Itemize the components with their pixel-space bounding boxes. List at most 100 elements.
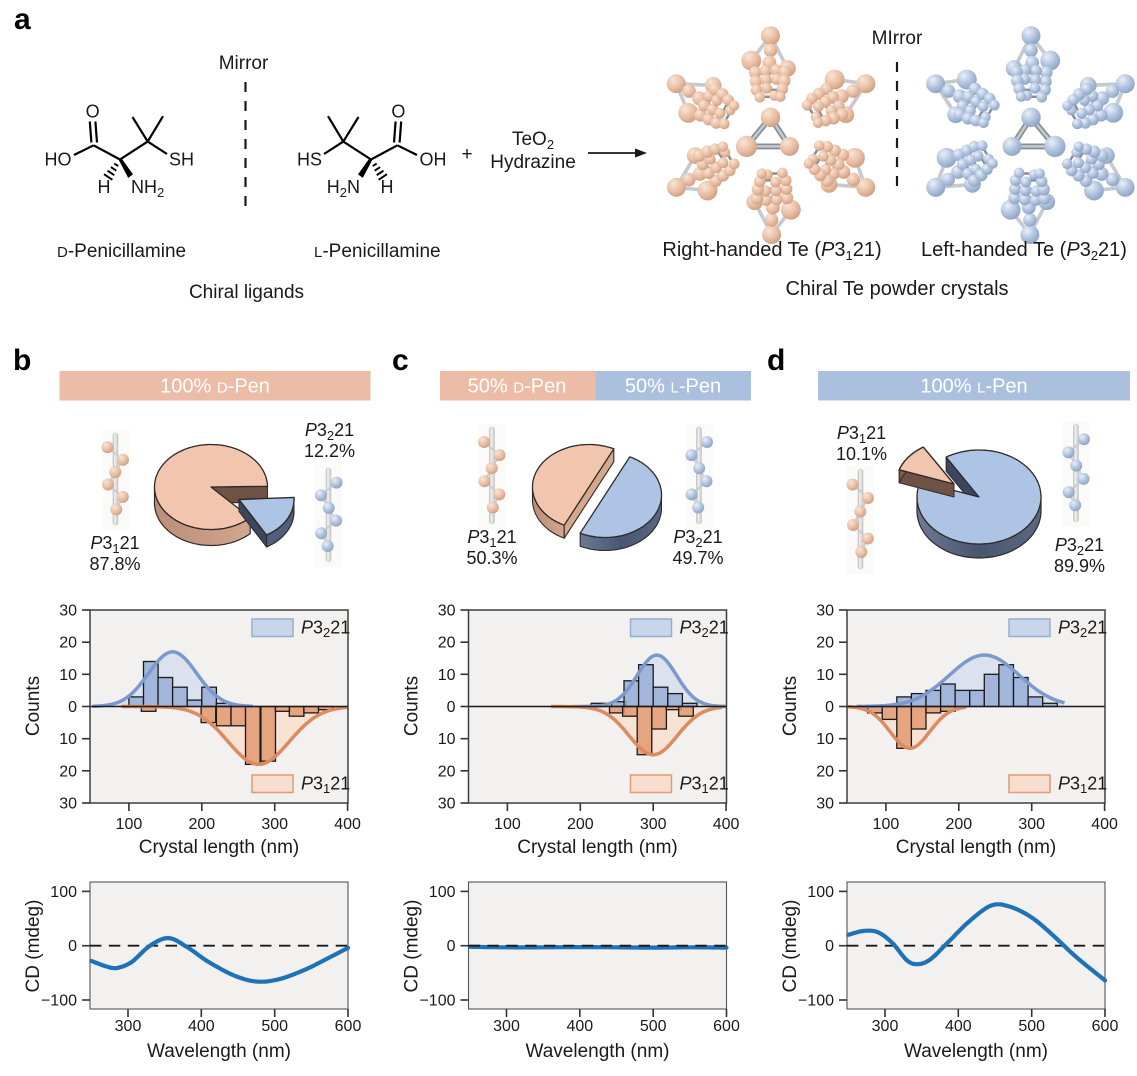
- svg-text:−100: −100: [41, 993, 77, 1010]
- svg-text:50% D-Pen: 50% D-Pen: [468, 376, 567, 398]
- svg-text:P3221: P3221: [680, 618, 729, 641]
- svg-text:400: 400: [566, 1018, 593, 1035]
- svg-text:+: +: [461, 144, 472, 165]
- svg-text:0: 0: [825, 699, 834, 716]
- svg-text:Wavelength (nm): Wavelength (nm): [904, 1041, 1048, 1062]
- svg-text:87.8%: 87.8%: [89, 554, 140, 574]
- svg-text:400: 400: [188, 1018, 215, 1035]
- svg-text:30: 30: [438, 603, 456, 620]
- svg-text:10: 10: [438, 731, 456, 748]
- svg-text:Counts: Counts: [23, 676, 44, 736]
- svg-text:0: 0: [68, 699, 77, 716]
- svg-text:0: 0: [825, 938, 834, 955]
- svg-text:a: a: [14, 3, 31, 36]
- svg-text:49.7%: 49.7%: [672, 548, 723, 568]
- svg-text:400: 400: [334, 816, 361, 833]
- svg-text:100% D-Pen: 100% D-Pen: [160, 376, 270, 398]
- svg-text:20: 20: [438, 763, 456, 780]
- svg-text:HS: HS: [297, 150, 322, 170]
- svg-text:300: 300: [872, 1018, 899, 1035]
- svg-text:Wavelength (nm): Wavelength (nm): [147, 1041, 291, 1062]
- svg-text:500: 500: [261, 1018, 288, 1035]
- svg-text:200: 200: [188, 816, 215, 833]
- svg-text:D-Penicillamine: D-Penicillamine: [57, 241, 186, 262]
- svg-text:500: 500: [1018, 1018, 1045, 1035]
- svg-text:Wavelength (nm): Wavelength (nm): [526, 1041, 670, 1062]
- svg-text:600: 600: [713, 1018, 740, 1035]
- svg-text:P3221: P3221: [1058, 618, 1107, 641]
- svg-text:10: 10: [438, 667, 456, 684]
- svg-text:100: 100: [116, 816, 143, 833]
- svg-text:200: 200: [945, 816, 972, 833]
- svg-text:NH2: NH2: [131, 177, 164, 200]
- svg-text:20: 20: [59, 635, 77, 652]
- svg-text:P3121: P3121: [301, 774, 350, 797]
- svg-text:Counts: Counts: [402, 676, 423, 736]
- svg-text:300: 300: [115, 1018, 142, 1035]
- svg-text:30: 30: [438, 796, 456, 813]
- svg-text:30: 30: [59, 796, 77, 813]
- svg-text:300: 300: [261, 816, 288, 833]
- svg-text:Mirror: Mirror: [219, 53, 269, 74]
- svg-text:300: 300: [640, 816, 667, 833]
- svg-text:10: 10: [59, 731, 77, 748]
- svg-text:100: 100: [807, 884, 834, 901]
- svg-text:H2N: H2N: [327, 177, 360, 200]
- svg-text:20: 20: [438, 635, 456, 652]
- svg-text:100: 100: [873, 816, 900, 833]
- svg-text:P3121: P3121: [467, 527, 516, 550]
- svg-text:10: 10: [816, 667, 834, 684]
- svg-text:SH: SH: [169, 150, 194, 170]
- svg-text:Left-handed Te (P3221): Left-handed Te (P3221): [921, 239, 1127, 263]
- svg-text:P3221: P3221: [305, 420, 354, 443]
- svg-text:L-Penicillamine: L-Penicillamine: [314, 241, 441, 262]
- svg-text:500: 500: [640, 1018, 667, 1035]
- svg-text:300: 300: [1018, 816, 1045, 833]
- svg-text:400: 400: [713, 816, 740, 833]
- svg-text:CD (mdeg): CD (mdeg): [780, 900, 801, 993]
- svg-text:0: 0: [447, 938, 456, 955]
- svg-text:400: 400: [945, 1018, 972, 1035]
- svg-text:Chiral Te powder crystals: Chiral Te powder crystals: [785, 278, 1008, 300]
- svg-text:Crystal length (nm): Crystal length (nm): [517, 837, 678, 858]
- svg-text:200: 200: [567, 816, 594, 833]
- svg-text:300: 300: [493, 1018, 520, 1035]
- svg-text:600: 600: [335, 1018, 362, 1035]
- svg-text:100% L-Pen: 100% L-Pen: [920, 376, 1027, 398]
- svg-text:P3221: P3221: [301, 618, 350, 641]
- svg-text:20: 20: [816, 763, 834, 780]
- svg-text:600: 600: [1092, 1018, 1119, 1035]
- svg-text:400: 400: [1091, 816, 1118, 833]
- svg-text:Chiral ligands: Chiral ligands: [189, 282, 304, 303]
- svg-text:Crystal length (nm): Crystal length (nm): [139, 837, 300, 858]
- svg-text:c: c: [392, 344, 409, 377]
- svg-text:10: 10: [59, 667, 77, 684]
- svg-text:P3121: P3121: [837, 423, 886, 446]
- svg-text:89.9%: 89.9%: [1054, 556, 1105, 576]
- svg-text:d: d: [767, 344, 785, 377]
- svg-text:Hydrazine: Hydrazine: [490, 152, 576, 173]
- svg-text:0: 0: [447, 699, 456, 716]
- svg-text:OH: OH: [420, 150, 447, 170]
- svg-text:H: H: [98, 177, 111, 197]
- svg-text:30: 30: [816, 603, 834, 620]
- svg-text:P3221: P3221: [1055, 535, 1104, 558]
- svg-text:30: 30: [59, 603, 77, 620]
- svg-text:100: 100: [494, 816, 521, 833]
- svg-text:O: O: [86, 102, 100, 122]
- svg-text:Right-handed Te (P3121): Right-handed Te (P3121): [662, 239, 881, 263]
- svg-text:MIrror: MIrror: [872, 28, 923, 49]
- svg-text:50.3%: 50.3%: [466, 548, 517, 568]
- svg-text:P3121: P3121: [680, 774, 729, 797]
- svg-text:P3121: P3121: [1058, 774, 1107, 797]
- svg-text:CD (mdeg): CD (mdeg): [402, 900, 423, 993]
- svg-text:P3221: P3221: [673, 527, 722, 550]
- svg-text:100: 100: [50, 884, 77, 901]
- svg-text:20: 20: [816, 635, 834, 652]
- svg-text:−100: −100: [419, 993, 455, 1010]
- svg-text:20: 20: [59, 763, 77, 780]
- svg-text:50% L-Pen: 50% L-Pen: [625, 376, 721, 398]
- svg-text:100: 100: [429, 884, 456, 901]
- svg-text:O: O: [391, 102, 405, 122]
- svg-text:Counts: Counts: [780, 676, 801, 736]
